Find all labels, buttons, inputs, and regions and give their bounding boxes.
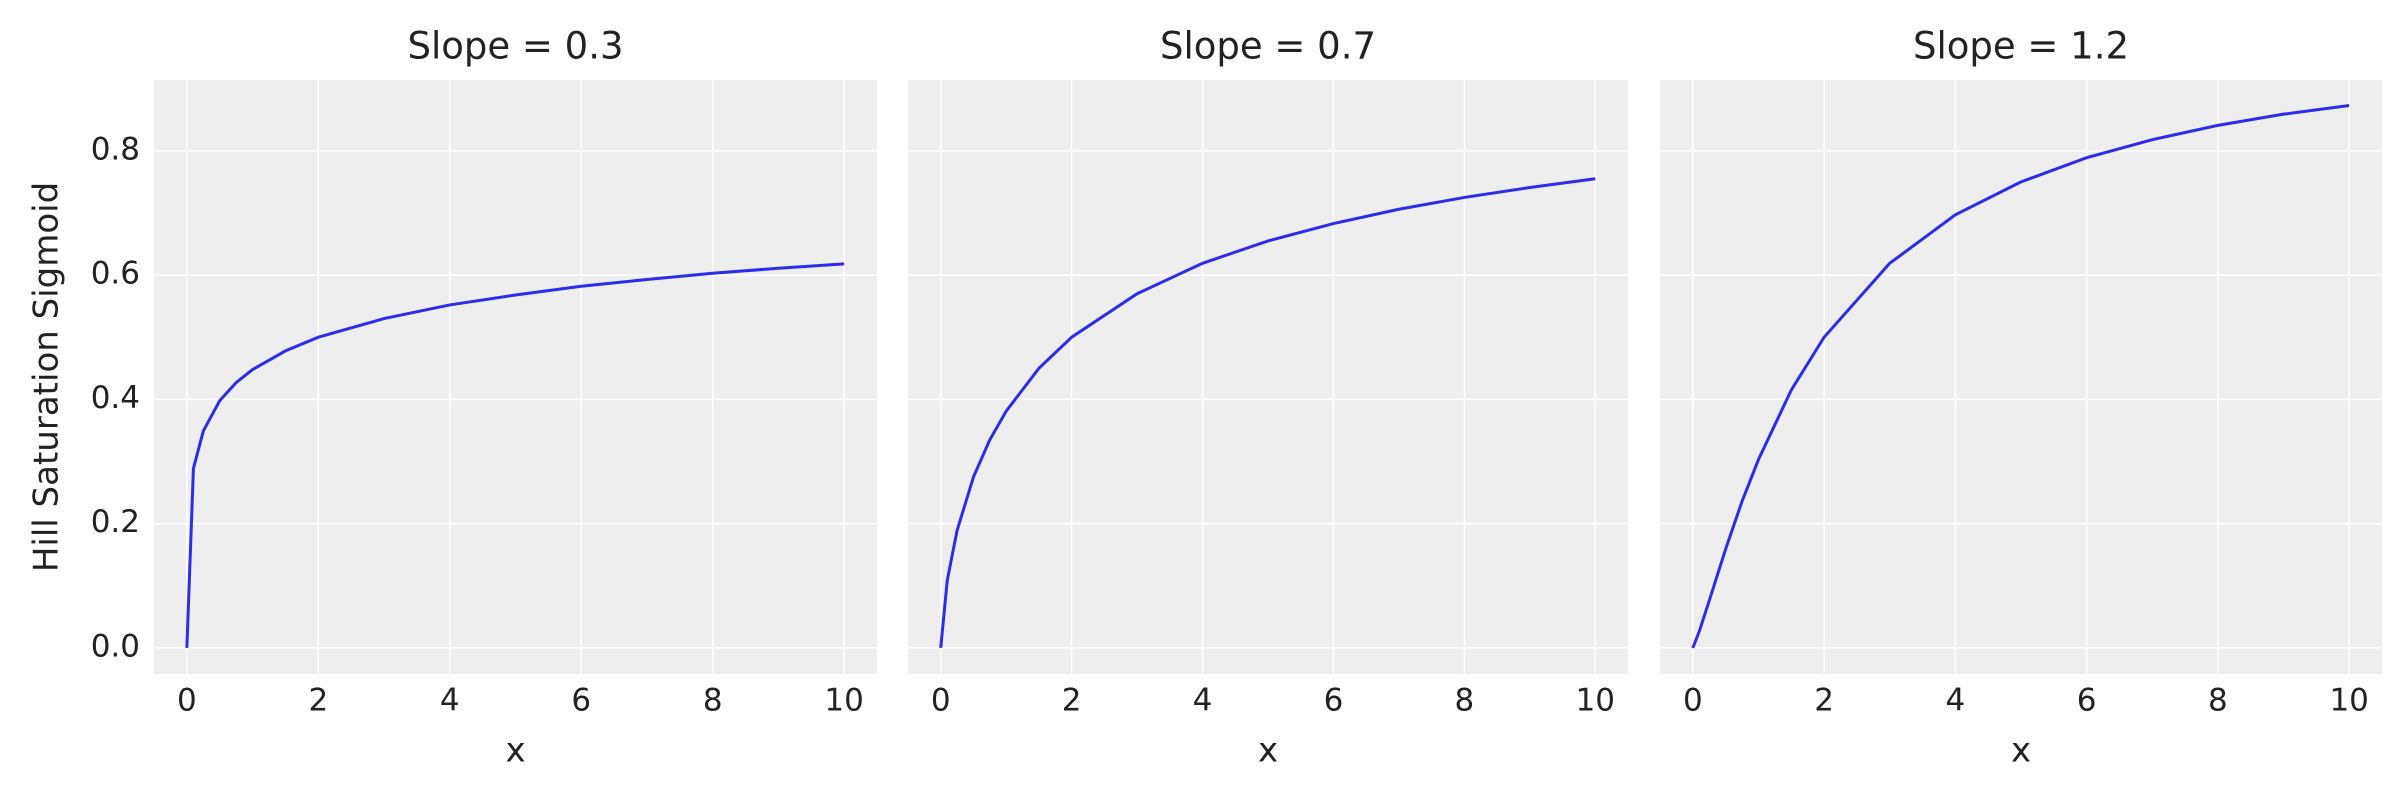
x-axis-label: x — [1258, 731, 1278, 771]
x-tick-label: 2 — [1814, 683, 1834, 719]
x-tick-label: 10 — [1576, 683, 1615, 719]
x-tick-label: 10 — [824, 683, 863, 719]
x-tick-label: 6 — [1324, 683, 1344, 719]
x-tick-label: 8 — [1454, 683, 1474, 719]
curve — [1691, 103, 2350, 649]
y-tick-label: 0.4 — [91, 380, 140, 416]
y-tick-label: 0.6 — [91, 256, 140, 292]
plot-area — [1660, 80, 2382, 674]
x-tick-label: 8 — [2208, 683, 2228, 719]
plot-area — [908, 80, 1628, 674]
x-tick-label: 6 — [2077, 683, 2097, 719]
y-tick-label: 0.0 — [91, 628, 140, 664]
curve — [185, 262, 845, 648]
x-tick-label: 0 — [177, 683, 197, 719]
curve — [939, 177, 1596, 649]
x-axis-label: x — [2011, 731, 2031, 771]
x-axis-label: x — [505, 731, 525, 771]
chart-title: Slope = 0.7 — [1160, 25, 1376, 68]
x-tick-label: 8 — [703, 683, 723, 719]
plot-area — [154, 80, 877, 674]
x-tick-label: 4 — [1945, 683, 1965, 719]
x-tick-label: 0 — [931, 683, 951, 719]
y-axis-label: Hill Saturation Sigmoid — [27, 182, 67, 572]
x-tick-label: 4 — [1193, 683, 1213, 719]
y-tick-label: 0.2 — [91, 504, 140, 540]
x-tick-label: 6 — [571, 683, 591, 719]
chart-title: Slope = 1.2 — [1913, 25, 2129, 68]
x-tick-label: 10 — [2329, 683, 2368, 719]
x-tick-label: 4 — [440, 683, 460, 719]
x-tick-label: 0 — [1683, 683, 1703, 719]
x-tick-label: 2 — [1062, 683, 1082, 719]
x-tick-label: 2 — [308, 683, 328, 719]
y-tick-label: 0.8 — [91, 131, 140, 167]
chart-title: Slope = 0.3 — [407, 25, 623, 68]
